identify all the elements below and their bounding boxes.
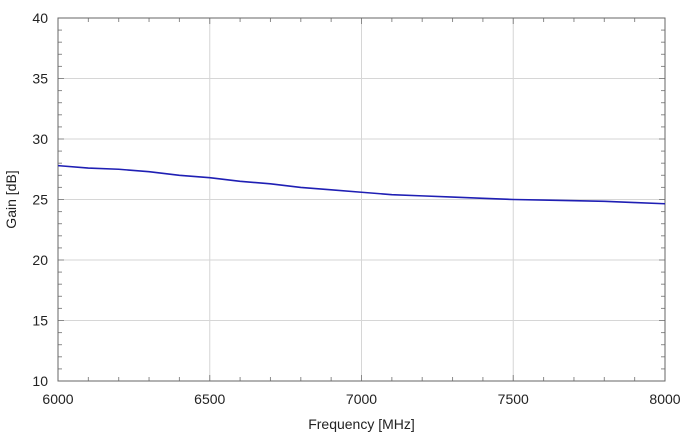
y-tick-label: 10: [32, 373, 48, 389]
y-tick-label: 15: [32, 313, 48, 329]
y-tick-label: 40: [32, 10, 48, 26]
x-tick-label: 8000: [649, 391, 680, 407]
x-tick-label: 6500: [194, 391, 225, 407]
y-tick-label: 20: [32, 252, 48, 268]
y-tick-label: 25: [32, 192, 48, 208]
series-line-0: [57, 164, 666, 205]
y-axis-label: Gain [dB]: [3, 170, 19, 228]
x-axis-label: Frequency [MHz]: [308, 416, 415, 432]
plot-frame: [57, 17, 666, 382]
y-tick-label: 30: [32, 131, 48, 147]
x-tick-label: 7000: [346, 391, 377, 407]
y-tick-label: 35: [32, 71, 48, 87]
x-tick-label: 6000: [42, 391, 73, 407]
x-tick-label: 7500: [498, 391, 529, 407]
